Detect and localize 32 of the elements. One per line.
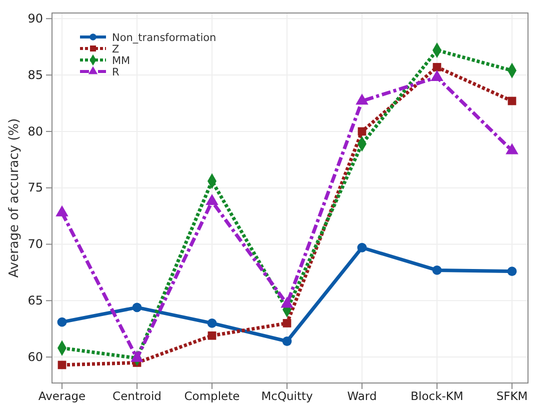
- point: [57, 317, 67, 327]
- point: [207, 318, 217, 328]
- legend-label: MM: [112, 55, 130, 67]
- legend-label: Non_transformation: [112, 32, 216, 44]
- point: [358, 127, 366, 136]
- point: [432, 62, 442, 72]
- point: [357, 242, 367, 252]
- legend-label: R: [112, 66, 120, 78]
- point: [508, 96, 516, 106]
- point: [282, 319, 292, 328]
- y-tick-label: 80: [28, 124, 43, 138]
- point: [432, 265, 442, 275]
- point: [58, 360, 66, 370]
- x-tick-label: Ward: [347, 389, 377, 403]
- legend-label: Z: [112, 44, 120, 56]
- y-tick-label: 60: [28, 350, 43, 364]
- y-tick-label: 90: [28, 11, 43, 26]
- point: [282, 336, 292, 346]
- point: [132, 302, 142, 312]
- x-tick-label: McQuitty: [261, 389, 313, 403]
- x-tick-label: Block-KM: [410, 389, 464, 403]
- point: [208, 331, 216, 340]
- point: [507, 266, 517, 276]
- x-tick-label: SFKM: [496, 389, 528, 403]
- y-tick-label: 75: [28, 180, 43, 195]
- x-tick-label: Average: [38, 389, 86, 403]
- y-tick-label: 65: [28, 293, 43, 308]
- y-tick-label: 85: [28, 68, 43, 82]
- y-axis-title: Average of accuracy (%): [7, 118, 22, 278]
- y-tick-label: 70: [28, 237, 43, 252]
- x-tick-label: Centroid: [112, 389, 162, 403]
- x-tick-label: Complete: [184, 389, 240, 403]
